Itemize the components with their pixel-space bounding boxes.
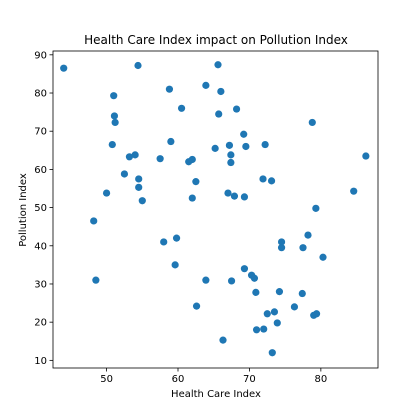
y-tick-label: 30 [34,279,47,290]
data-point [225,141,234,149]
data-point [252,326,261,334]
data-point [92,276,100,284]
data-point [277,238,286,246]
data-point [362,152,370,160]
data-point [110,92,118,100]
data-point [270,308,279,316]
y-tick-label: 70 [34,127,47,138]
data-point [250,274,259,282]
data-point [160,238,168,246]
data-point [268,349,276,357]
x-tick-label: 80 [314,374,327,385]
data-point [227,277,236,285]
data-point [319,253,327,261]
data-point [304,231,312,239]
data-point [312,310,321,318]
x-tick-label: 50 [100,374,113,385]
data-point [259,175,267,183]
data-point [227,158,235,167]
data-point [290,303,299,311]
data-point [232,105,241,113]
y-tick-label: 60 [34,165,47,176]
data-point [108,140,116,149]
y-tick-label: 40 [34,241,47,252]
y-tick-label: 20 [34,318,47,329]
data-point [202,276,210,284]
y-tick-label: 10 [34,356,47,367]
data-point [90,217,98,225]
data-point [138,197,146,205]
y-tick-label: 90 [34,50,47,61]
data-point [188,194,196,202]
data-point [217,87,225,96]
data-point [111,118,119,127]
data-point [134,61,142,70]
data-point [252,288,260,296]
data-point [277,244,286,252]
data-point [110,112,119,120]
data-point [135,175,143,183]
data-point [240,130,248,138]
chart-title: Health Care Index impact on Pollution In… [84,33,348,47]
data-point [125,153,134,161]
data-point [242,142,250,151]
data-point [214,61,222,69]
y-tick-label: 80 [34,89,47,100]
data-point [172,234,181,242]
x-tick-label: 60 [172,374,185,385]
data-point [171,261,179,269]
y-tick-label: 50 [34,203,47,214]
data-point [215,110,223,118]
data-point [275,288,284,296]
data-point [267,177,276,185]
plot-frame [52,50,379,369]
data-point [167,137,175,146]
x-tick-label: 70 [243,374,256,385]
data-point [156,155,164,163]
data-point [60,64,68,72]
data-point [102,189,111,197]
data-point [224,189,232,197]
data-point [135,183,143,191]
data-point [298,289,306,298]
data-point [312,204,320,212]
data-point [219,336,227,344]
data-point [240,265,249,273]
data-point [299,244,307,252]
data-point [192,178,200,186]
x-axis-label: Health Care Index [171,389,261,400]
data-point [240,193,249,201]
data-point [188,155,196,164]
y-axis-label: Pollution Index [18,173,29,247]
data-point [261,140,269,149]
data-point [202,81,210,89]
data-point [211,144,219,152]
points-layer [60,61,370,357]
data-point [177,104,186,112]
data-point [273,319,281,327]
data-point [308,118,316,127]
data-point [260,325,268,333]
data-point [230,192,239,200]
data-point [120,170,129,178]
data-point [227,151,235,159]
data-point [350,187,358,195]
data-point [131,151,139,159]
data-point [165,85,174,93]
axes-layer: 50 60 70 80 10 20 30 40 50 60 70 80 90 [34,50,379,385]
data-point [192,302,201,310]
data-point [263,310,271,318]
